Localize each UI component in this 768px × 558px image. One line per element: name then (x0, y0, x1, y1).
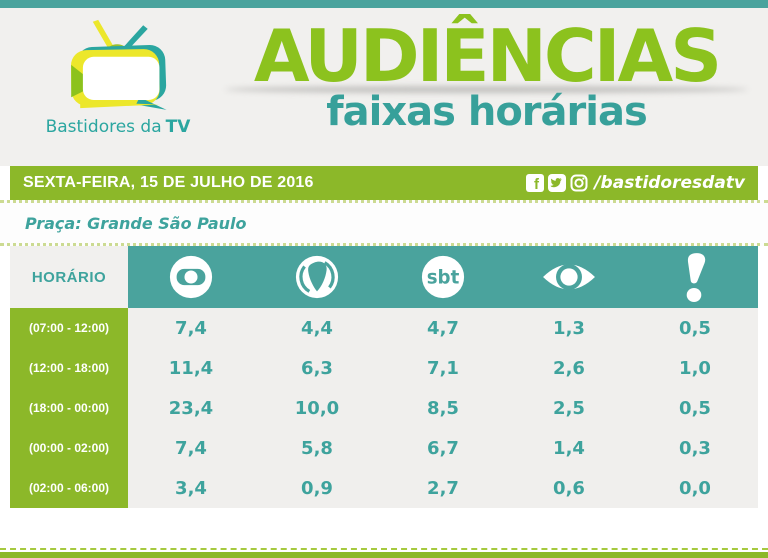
table-row: (12:00 - 18:00) 11,4 6,3 7,1 2,6 1,0 (10, 348, 758, 388)
rating-value: 5,8 (254, 428, 380, 468)
brand-logo: Bastidores da TV (18, 16, 218, 137)
svg-text:f: f (534, 176, 540, 192)
horario-column-header: HORÁRIO (10, 246, 128, 308)
rating-value: 6,3 (254, 348, 380, 388)
instagram-icon (570, 174, 588, 192)
band-logo-icon (506, 246, 632, 308)
rating-value: 1,3 (506, 308, 632, 348)
rating-value: 1,0 (632, 348, 758, 388)
brand-name-bold: TV (165, 117, 191, 137)
title-shadow (225, 86, 748, 93)
bottom-accent-bar (0, 552, 768, 558)
time-slot-label: (12:00 - 18:00) (10, 348, 128, 388)
table-row: (02:00 - 06:00) 3,4 0,9 2,7 0,6 0,0 (10, 468, 758, 508)
globo-logo-icon (128, 246, 254, 308)
masthead: Bastidores da TV AUDIÊNCIAS faixas horári… (0, 8, 768, 166)
facebook-icon: f (526, 174, 545, 192)
redetv-logo-icon (632, 246, 758, 308)
rating-value: 0,6 (506, 468, 632, 508)
ratings-rows: (07:00 - 12:00) 7,4 4,4 4,7 1,3 0,5 (12:00 - 1… (10, 308, 758, 508)
rating-value: 0,9 (254, 468, 380, 508)
date-label: SEXTA-FEIRA, 15 DE JULHO DE 2016 (23, 174, 314, 191)
page-subtitle: faixas horárias (326, 89, 648, 135)
rating-value: 8,5 (380, 388, 506, 428)
title-block: AUDIÊNCIAS faixas horárias (215, 20, 758, 135)
table-row: (18:00 - 00:00) 23,4 10,0 8,5 2,5 0,5 (10, 388, 758, 428)
top-accent-bar (0, 0, 768, 8)
social-handle: /bastidoresdatv (594, 173, 745, 193)
rating-value: 2,5 (506, 388, 632, 428)
social-links: f /bastidoresdatv (526, 173, 745, 193)
rating-value: 4,4 (254, 308, 380, 348)
tv-logo-icon (70, 19, 167, 110)
table-header-row: HORÁRIO sbt (10, 246, 758, 308)
rating-value: 7,4 (128, 308, 254, 348)
rating-value: 1,4 (506, 428, 632, 468)
ratings-table: HORÁRIO sbt (10, 246, 758, 508)
brand-name: Bastidores da TV (18, 117, 218, 137)
time-slot-label: (07:00 - 12:00) (10, 308, 128, 348)
region-band: Praça: Grande São Paulo (0, 200, 768, 246)
region-label: Praça: Grande São Paulo (25, 213, 247, 233)
rating-value: 3,4 (128, 468, 254, 508)
rating-value: 2,7 (380, 468, 506, 508)
table-row: (07:00 - 12:00) 7,4 4,4 4,7 1,3 0,5 (10, 308, 758, 348)
time-slot-label: (02:00 - 06:00) (10, 468, 128, 508)
sbt-logo-icon: sbt (380, 246, 506, 308)
rating-value: 7,1 (380, 348, 506, 388)
page-footer (0, 548, 768, 558)
rating-value: 7,4 (128, 428, 254, 468)
rating-value: 23,4 (128, 388, 254, 428)
page-title: AUDIÊNCIAS (253, 14, 722, 98)
twitter-icon (548, 174, 567, 192)
rating-value: 6,7 (380, 428, 506, 468)
rating-value: 0,0 (632, 468, 758, 508)
svg-text:sbt: sbt (427, 268, 460, 289)
rating-value: 0,5 (632, 388, 758, 428)
record-logo-icon (254, 246, 380, 308)
rating-value: 11,4 (128, 348, 254, 388)
table-row: (00:00 - 02:00) 7,4 5,8 6,7 1,4 0,3 (10, 428, 758, 468)
rating-value: 0,5 (632, 308, 758, 348)
rating-value: 0,3 (632, 428, 758, 468)
rating-value: 4,7 (380, 308, 506, 348)
date-bar: SEXTA-FEIRA, 15 DE JULHO DE 2016 f /bast… (10, 166, 758, 200)
rating-value: 10,0 (254, 388, 380, 428)
rating-value: 2,6 (506, 348, 632, 388)
time-slot-label: (18:00 - 00:00) (10, 388, 128, 428)
time-slot-label: (00:00 - 02:00) (10, 428, 128, 468)
brand-name-regular: Bastidores da (45, 117, 162, 137)
footer-dashed-divider (0, 548, 768, 550)
